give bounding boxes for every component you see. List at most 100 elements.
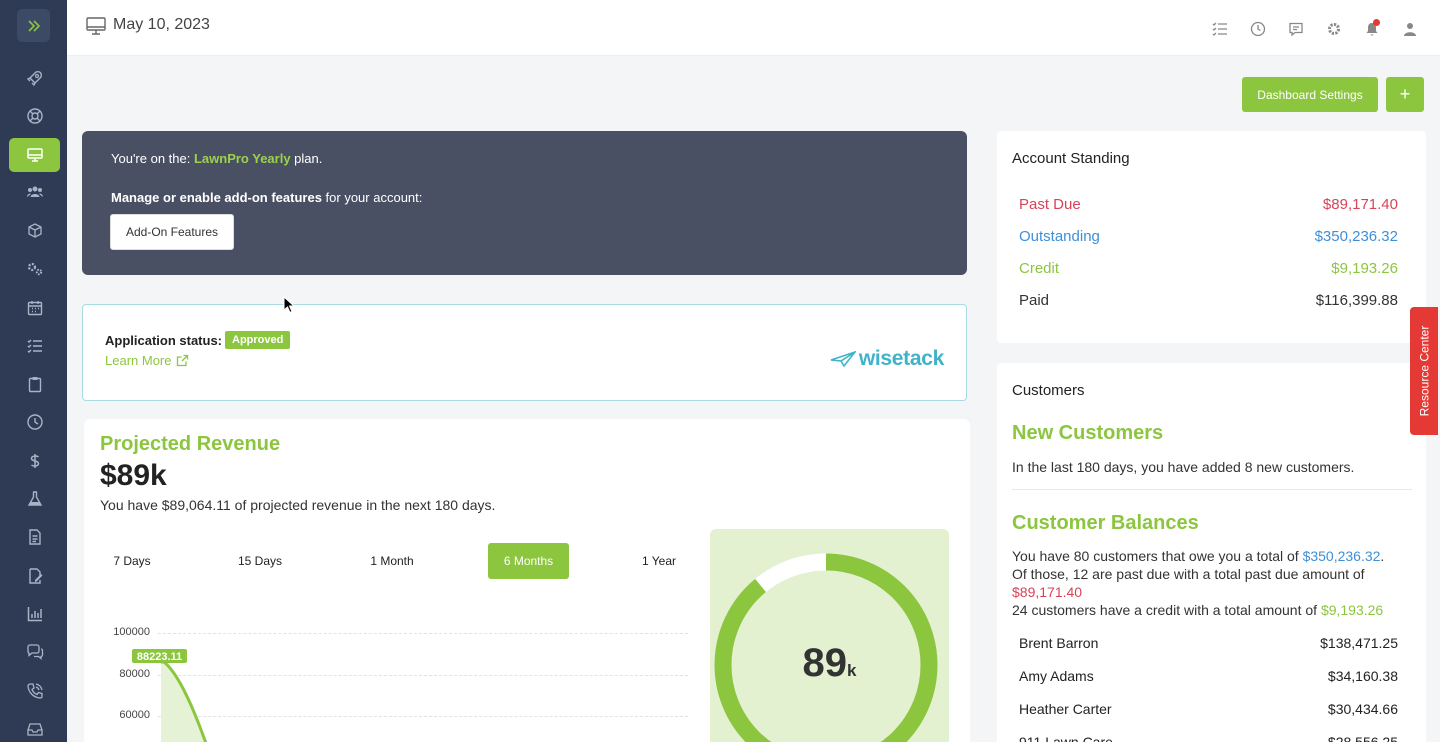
- gauge-unit: k: [847, 661, 857, 680]
- add-widget-button[interactable]: +: [1386, 77, 1424, 112]
- external-link-icon: [177, 354, 189, 367]
- sidebar-expand-button[interactable]: [17, 9, 50, 42]
- credit-row: Credit $9,193.26: [1019, 260, 1398, 277]
- user-icon[interactable]: [1399, 18, 1420, 39]
- gear-icon[interactable]: [1323, 18, 1344, 39]
- resource-center-tab[interactable]: Resource Center: [1410, 307, 1438, 435]
- range-tab-15-days[interactable]: 15 Days: [237, 554, 283, 568]
- projected-revenue-card: Projected Revenue $89k You have $89,064.…: [84, 419, 970, 742]
- plan-suffix: plan.: [290, 151, 323, 166]
- customer-amount: $138,471.25: [1320, 635, 1398, 651]
- sidebar-item-time[interactable]: [9, 405, 60, 439]
- account-standing-card: Account Standing Past Due $89,171.40 Outs…: [997, 131, 1426, 343]
- sidebar-item-getting-started[interactable]: [9, 61, 60, 95]
- learn-more-text: Learn More: [105, 353, 172, 368]
- customer-balances-heading: Customer Balances: [1012, 512, 1199, 534]
- customers-title: Customers: [1012, 382, 1085, 399]
- owe-amount: $350,236.32: [1302, 548, 1381, 564]
- gauge-number: 89: [802, 641, 848, 685]
- list-icon: [27, 339, 42, 353]
- list-item[interactable]: Heather Carter $30,434.66: [1019, 701, 1398, 717]
- new-customers-text: In the last 180 days, you have added 8 n…: [1012, 459, 1355, 475]
- plan-name: LawnPro Yearly: [193, 151, 291, 166]
- application-status-label: Application status:: [105, 333, 223, 348]
- tasks-icon[interactable]: [1209, 18, 1230, 39]
- list-item[interactable]: 911 Lawn Care $28,556.25: [1019, 734, 1398, 742]
- customer-name: Amy Adams: [1019, 668, 1094, 684]
- y-tick-label: 100000: [113, 626, 150, 638]
- edit-document-icon: [28, 568, 42, 584]
- sidebar-item-tasks[interactable]: [9, 329, 60, 363]
- sidebar-item-messages[interactable]: [9, 635, 60, 669]
- gridline: [158, 675, 688, 676]
- credit-amount: $9,193.26: [1320, 602, 1384, 618]
- y-tick-label: 80000: [119, 668, 150, 680]
- dashboard-settings-button[interactable]: Dashboard Settings: [1242, 77, 1378, 112]
- customer-balances-text: You have 80 customers that owe you a tot…: [1012, 547, 1412, 619]
- gauge-arc: [714, 553, 938, 742]
- past-due-row: Past Due $89,171.40: [1019, 196, 1398, 213]
- past-due-value: $89,171.40: [1322, 196, 1398, 213]
- current-date: May 10, 2023: [113, 16, 210, 33]
- range-tab-1-month[interactable]: 1 Month: [370, 554, 414, 568]
- credit-text: 24 customers have a credit with a total …: [1012, 602, 1321, 618]
- list-item[interactable]: Brent Barron $138,471.25: [1019, 635, 1398, 651]
- sidebar-item-products[interactable]: [9, 214, 60, 248]
- sidebar-item-chemicals[interactable]: [9, 482, 60, 516]
- customer-amount: $30,434.66: [1327, 701, 1398, 717]
- cogs-icon: [27, 262, 42, 276]
- users-icon: [26, 186, 43, 197]
- owe-text: You have 80 customers that owe you a tot…: [1012, 548, 1303, 564]
- sidebar-item-documents[interactable]: [9, 520, 60, 554]
- chat-icon[interactable]: [1285, 18, 1306, 39]
- paid-label: Paid: [1019, 292, 1050, 309]
- divider: [1012, 489, 1412, 490]
- sidebar: [0, 0, 67, 742]
- past-due-text: Of those, 12 are past due with a total p…: [1012, 566, 1365, 582]
- addon-features-button[interactable]: Add-On Features: [110, 214, 234, 250]
- revenue-amount: $89k: [100, 459, 167, 492]
- sidebar-item-estimates[interactable]: [9, 367, 60, 401]
- revenue-title: Projected Revenue: [100, 433, 281, 455]
- phone-icon: [26, 683, 43, 699]
- revenue-gauge: [714, 553, 938, 742]
- monitor-icon: [86, 17, 106, 35]
- monitor-icon: [26, 148, 43, 162]
- sidebar-item-reports[interactable]: [9, 597, 60, 631]
- notification-dot: [1373, 19, 1380, 26]
- sidebar-item-calendar[interactable]: [9, 291, 60, 325]
- sidebar-item-forms[interactable]: [9, 559, 60, 593]
- revenue-gauge-card: 89k: [710, 529, 949, 742]
- customer-name: 911 Lawn Care: [1019, 734, 1113, 742]
- sidebar-item-customers[interactable]: [9, 175, 60, 209]
- sidebar-item-billing[interactable]: [9, 444, 60, 478]
- range-tab-7-days[interactable]: 7 Days: [113, 554, 151, 568]
- range-tab-6-months[interactable]: 6 Months: [488, 543, 569, 579]
- resource-center-label: Resource Center: [1417, 325, 1431, 417]
- sidebar-item-dashboard[interactable]: [9, 138, 60, 172]
- bell-icon[interactable]: [1361, 18, 1382, 39]
- gridline: [158, 716, 688, 717]
- y-tick-label: 60000: [119, 709, 150, 721]
- sidebar-item-support[interactable]: [9, 99, 60, 133]
- data-label: 88223.11: [137, 651, 182, 663]
- clock-icon[interactable]: [1247, 18, 1268, 39]
- paid-row: Paid $116,399.88: [1019, 292, 1398, 309]
- range-tab-1-year[interactable]: 1 Year: [641, 554, 677, 568]
- gridline: [158, 633, 688, 634]
- past-due-amount: $89,171.40: [1012, 584, 1083, 600]
- learn-more-link[interactable]: Learn More: [105, 353, 189, 368]
- wisetack-logo: wisetack: [830, 347, 944, 371]
- customer-name: Heather Carter: [1019, 701, 1112, 717]
- flask-icon: [27, 491, 42, 506]
- past-due-label: Past Due: [1019, 196, 1081, 213]
- sidebar-item-services[interactable]: [9, 252, 60, 286]
- header-actions: [1209, 18, 1420, 39]
- customer-amount: $34,160.38: [1327, 668, 1398, 684]
- sidebar-item-calls[interactable]: [9, 674, 60, 708]
- account-standing-title: Account Standing: [1012, 150, 1130, 167]
- sidebar-item-inbox[interactable]: [9, 712, 60, 742]
- list-item[interactable]: Amy Adams $34,160.38: [1019, 668, 1398, 684]
- credit-value: $9,193.26: [1331, 260, 1398, 277]
- inbox-icon: [26, 723, 43, 736]
